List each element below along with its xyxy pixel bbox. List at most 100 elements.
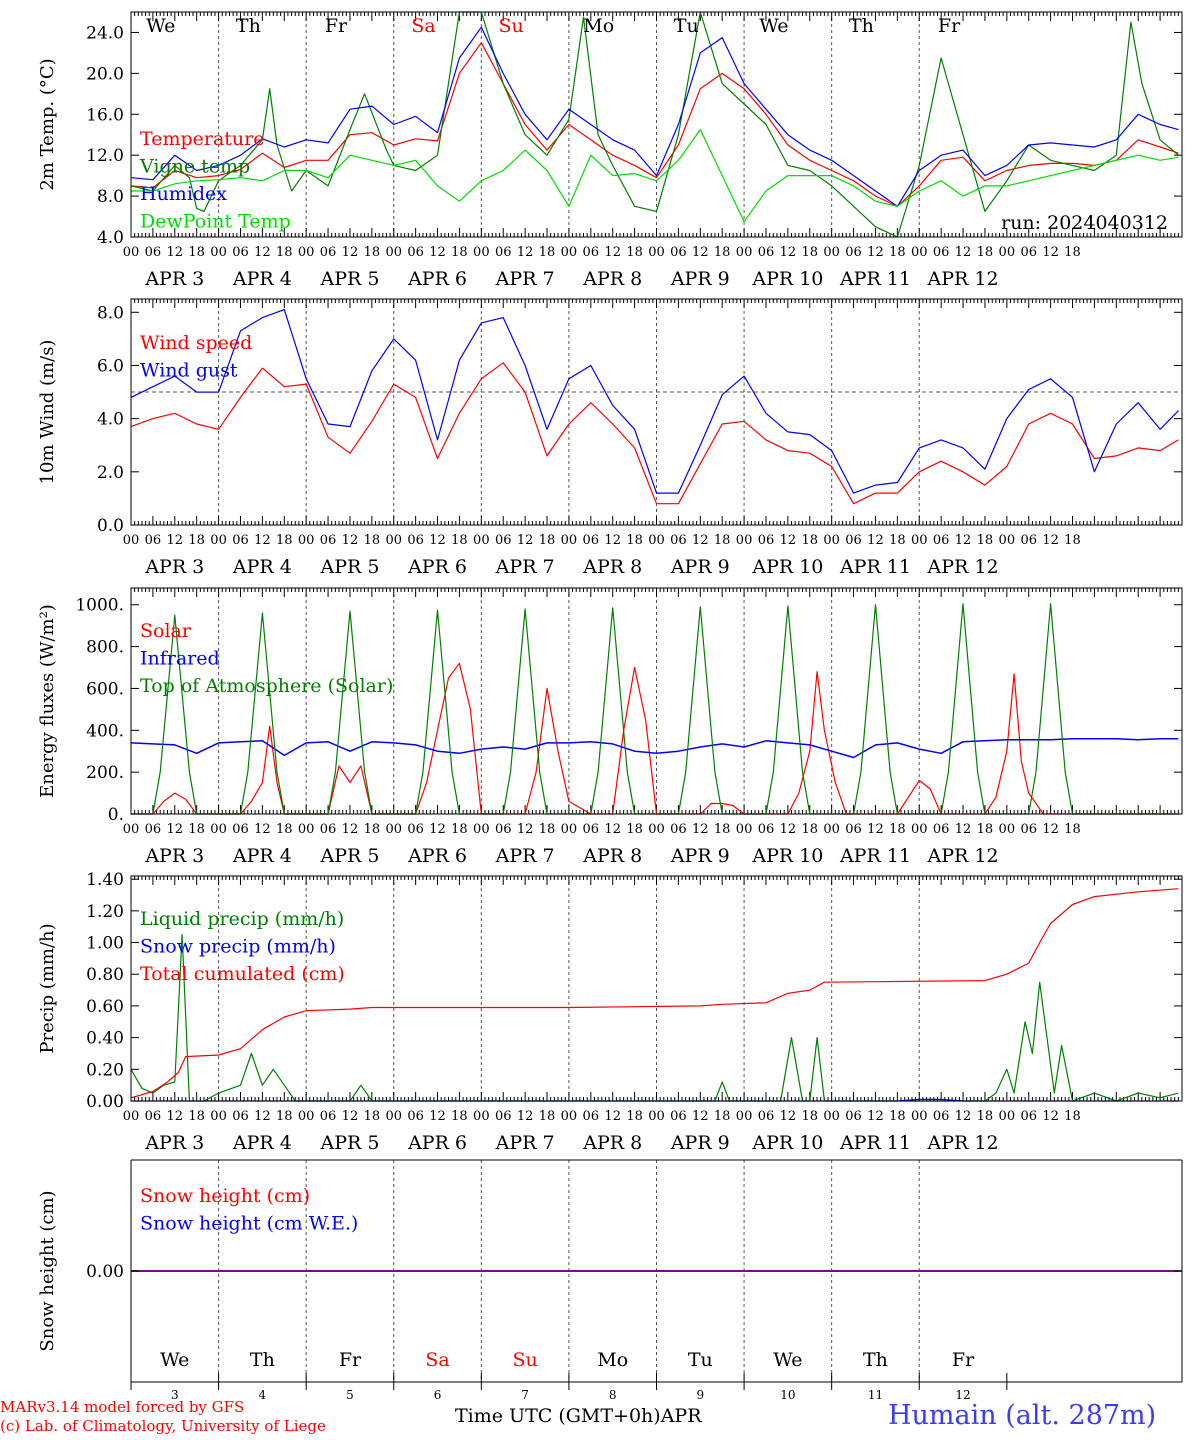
panel-wind: 0.0 2.0 4.0 6.0 8.0 10m Wind (m/s) Wind speed W… (37, 298, 1183, 578)
hour-tick-label: 00 (385, 822, 402, 837)
hour-tick-label: 00 (648, 245, 665, 260)
y-tick-label: 4.0 (97, 410, 124, 430)
hour-tick-label: 06 (583, 533, 600, 548)
hour-tick-label: 12 (604, 822, 621, 837)
hour-tick-label: 00 (473, 245, 490, 260)
hour-tick-label: 00 (999, 245, 1016, 260)
day-name: We (160, 1349, 189, 1371)
station-name: Humain (alt. 287m) (888, 1400, 1157, 1431)
hour-tick-label: 06 (583, 822, 600, 837)
hour-tick-label: 12 (692, 533, 709, 548)
day-name: Fr (938, 15, 961, 37)
hour-tick-label: 18 (188, 245, 205, 260)
hour-tick-label: 06 (1020, 822, 1037, 837)
series-infrared (130, 737, 1179, 759)
legend-entry: Total cumulated (cm) (140, 963, 345, 985)
y-axis-title: 2m Temp. (°C) (37, 58, 58, 190)
hour-tick-label: 12 (254, 533, 271, 548)
hour-tick-label: 12 (254, 245, 271, 260)
date-label: APR 8 (582, 268, 642, 290)
day-number: 12 (955, 1388, 970, 1402)
legend-entry: Wind speed (140, 332, 252, 354)
hour-tick-label: 12 (517, 1109, 534, 1124)
y-tick-label: 400. (86, 721, 124, 741)
date-label: APR 12 (927, 845, 999, 867)
hour-tick-label: 06 (320, 533, 337, 548)
legend-entry: Snow height (cm W.E.) (140, 1213, 358, 1235)
hour-tick-label: 00 (648, 822, 665, 837)
day-name: Fr (339, 1349, 362, 1371)
hour-tick-label: 00 (911, 245, 928, 260)
hour-tick-label: 18 (364, 1109, 381, 1124)
hour-tick-label: 06 (845, 822, 862, 837)
date-label: APR 7 (495, 1132, 555, 1154)
y-tick-label: 2.0 (97, 463, 124, 483)
hour-tick-label: 06 (933, 533, 950, 548)
hour-tick-label: 00 (648, 1109, 665, 1124)
day-number: 11 (868, 1388, 883, 1402)
hour-tick-label: 12 (955, 1109, 972, 1124)
legend-entry: Snow height (cm) (140, 1185, 310, 1207)
series-humidex (130, 26, 1179, 207)
y-tick-label: 800. (86, 638, 124, 658)
date-label: APR 9 (670, 1132, 730, 1154)
date-label: APR 5 (319, 268, 379, 290)
hour-tick-label: 12 (1042, 533, 1059, 548)
day-number: 8 (609, 1388, 617, 1402)
day-name: Th (863, 1349, 888, 1371)
hour-tick-label: 12 (604, 245, 621, 260)
hour-tick-label: 18 (188, 822, 205, 837)
hour-tick-label: 00 (123, 245, 140, 260)
hour-tick-label: 06 (758, 533, 775, 548)
date-label: APR 3 (144, 845, 204, 867)
panel-energy: 0. 200. 400. 600. 800. 1000. Energy fluxes (W/… (37, 587, 1183, 867)
y-axis-title: Snow height (cm) (37, 1190, 58, 1351)
hour-tick-label: 00 (298, 1109, 315, 1124)
hour-tick-label: 00 (385, 1109, 402, 1124)
hour-tick-label: 18 (451, 822, 468, 837)
series-vigne-temp (130, 11, 1179, 238)
hour-tick-label: 12 (429, 1109, 446, 1124)
date-label: APR 9 (670, 556, 730, 578)
hour-tick-label: 06 (495, 245, 512, 260)
hour-tick-label: 18 (539, 822, 556, 837)
hour-tick-label: 18 (626, 533, 643, 548)
hour-tick-label: 12 (955, 822, 972, 837)
plot-frame (130, 11, 1183, 238)
legend-entry: Solar (140, 620, 192, 642)
date-label: APR 11 (839, 556, 911, 578)
x-axis-title: Time UTC (GMT+0h)APR (455, 1405, 702, 1427)
hour-tick-label: 00 (911, 1109, 928, 1124)
date-label: APR 4 (232, 845, 292, 867)
date-label: APR 12 (927, 556, 999, 578)
hour-tick-label: 12 (1042, 245, 1059, 260)
hour-tick-label: 18 (977, 1109, 994, 1124)
hour-tick-label: 18 (977, 533, 994, 548)
hour-tick-label: 18 (889, 1109, 906, 1124)
hour-tick-label: 18 (1064, 245, 1081, 260)
legend-entry: Temperature (140, 128, 264, 150)
hour-tick-label: 00 (736, 822, 753, 837)
hour-tick-label: 18 (889, 245, 906, 260)
date-label: APR 8 (582, 1132, 642, 1154)
x-axis-month: APR (660, 1405, 702, 1427)
hour-tick-label: 06 (232, 822, 249, 837)
date-label: APR 4 (232, 268, 292, 290)
hour-tick-label: 06 (845, 1109, 862, 1124)
hour-tick-label: 06 (845, 533, 862, 548)
date-label: APR 11 (839, 845, 911, 867)
date-label: APR 5 (319, 845, 379, 867)
hour-tick-label: 12 (342, 822, 359, 837)
hour-tick-label: 18 (1064, 533, 1081, 548)
hour-tick-label: 18 (451, 1109, 468, 1124)
day-number: 7 (521, 1388, 529, 1402)
hour-tick-label: 00 (561, 822, 578, 837)
plot-frame (130, 587, 1183, 815)
hour-tick-label: 00 (385, 245, 402, 260)
y-tick-label: 1000. (75, 596, 124, 616)
y-tick-label: 600. (86, 679, 124, 699)
hour-tick-label: 12 (167, 245, 184, 260)
hour-tick-label: 06 (583, 245, 600, 260)
hour-tick-label: 06 (670, 822, 687, 837)
